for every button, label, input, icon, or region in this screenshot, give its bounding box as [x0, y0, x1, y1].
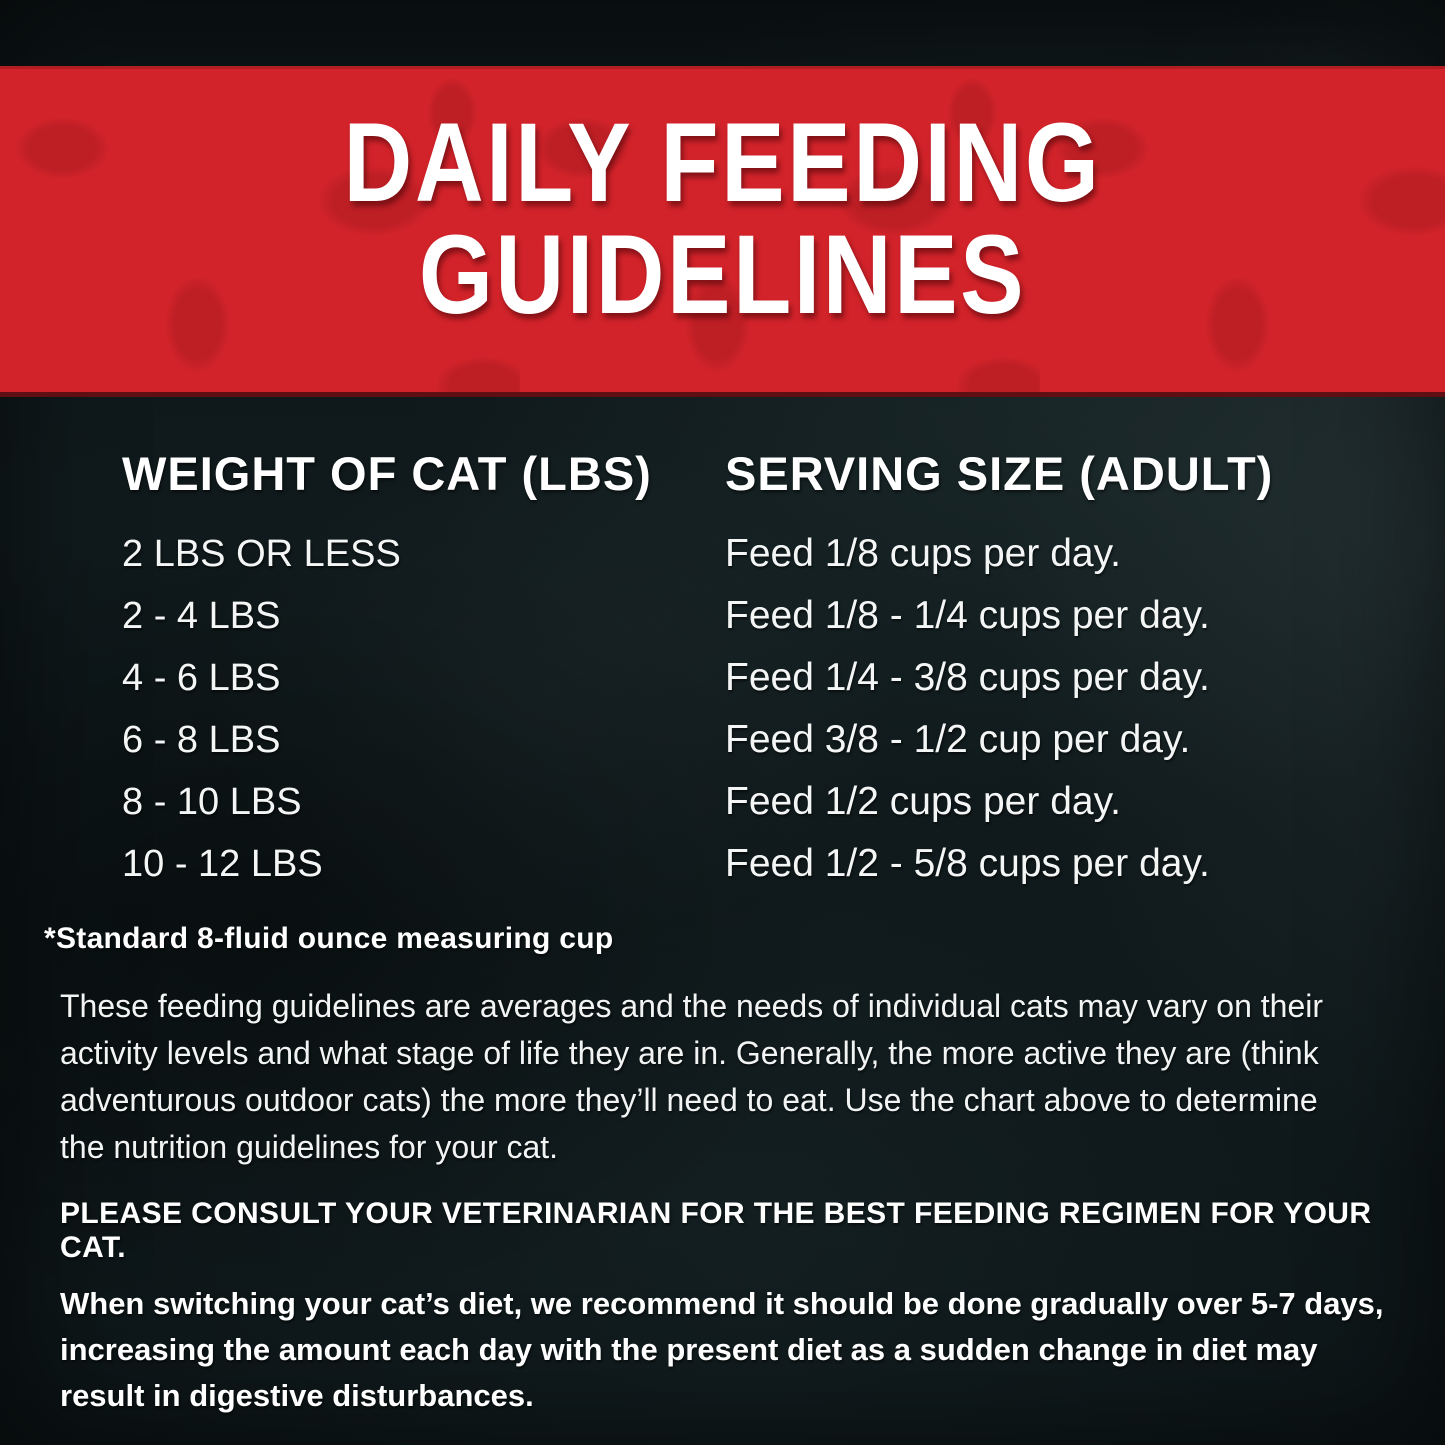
table-cell-serving-4: Feed 1/2 cups per day.	[725, 780, 1122, 823]
table-cell-weight-3: 6 - 8 LBS	[122, 718, 281, 761]
guidelines-paragraph: These feeding guidelines are averages an…	[60, 988, 1323, 1165]
table-cell-weight-1: 2 - 4 LBS	[122, 594, 281, 637]
veterinarian-notice: PLEASE CONSULT YOUR VETERINARIAN FOR THE…	[60, 1197, 1372, 1264]
page-title-line1: DAILY FEEDING	[343, 100, 1102, 225]
feeding-table: WEIGHT OF CAT (LBS) SERVING SIZE (ADULT)…	[122, 448, 1273, 895]
table-cell-weight-0: 2 LBS OR LESS	[122, 532, 401, 575]
title-banner: DAILY FEEDING GUIDELINES	[0, 66, 1445, 397]
leopard-pattern-decoration	[0, 69, 1445, 392]
table-cell-weight-5: 10 - 12 LBS	[122, 842, 323, 885]
table-cell-weight-2: 4 - 6 LBS	[122, 656, 281, 699]
column-header-weight: WEIGHT OF CAT (LBS)	[122, 447, 652, 500]
table-cell-serving-2: Feed 1/4 - 3/8 cups per day.	[725, 656, 1210, 699]
page-title-line2: GUIDELINES	[418, 212, 1027, 337]
diet-switch-paragraph: When switching your cat’s diet, we recom…	[60, 1286, 1384, 1413]
table-cell-serving-1: Feed 1/8 - 1/4 cups per day.	[725, 594, 1210, 637]
page-title: DAILY FEEDING GUIDELINES	[108, 69, 1336, 331]
table-cell-serving-3: Feed 3/8 - 1/2 cup per day.	[725, 718, 1191, 761]
column-header-serving: SERVING SIZE (ADULT)	[725, 447, 1274, 500]
table-cell-weight-4: 8 - 10 LBS	[122, 780, 302, 823]
table-cell-serving-5: Feed 1/2 - 5/8 cups per day.	[725, 842, 1210, 885]
measuring-cup-footnote: *Standard 8-fluid ounce measuring cup	[44, 922, 614, 955]
table-cell-serving-0: Feed 1/8 cups per day.	[725, 532, 1122, 575]
